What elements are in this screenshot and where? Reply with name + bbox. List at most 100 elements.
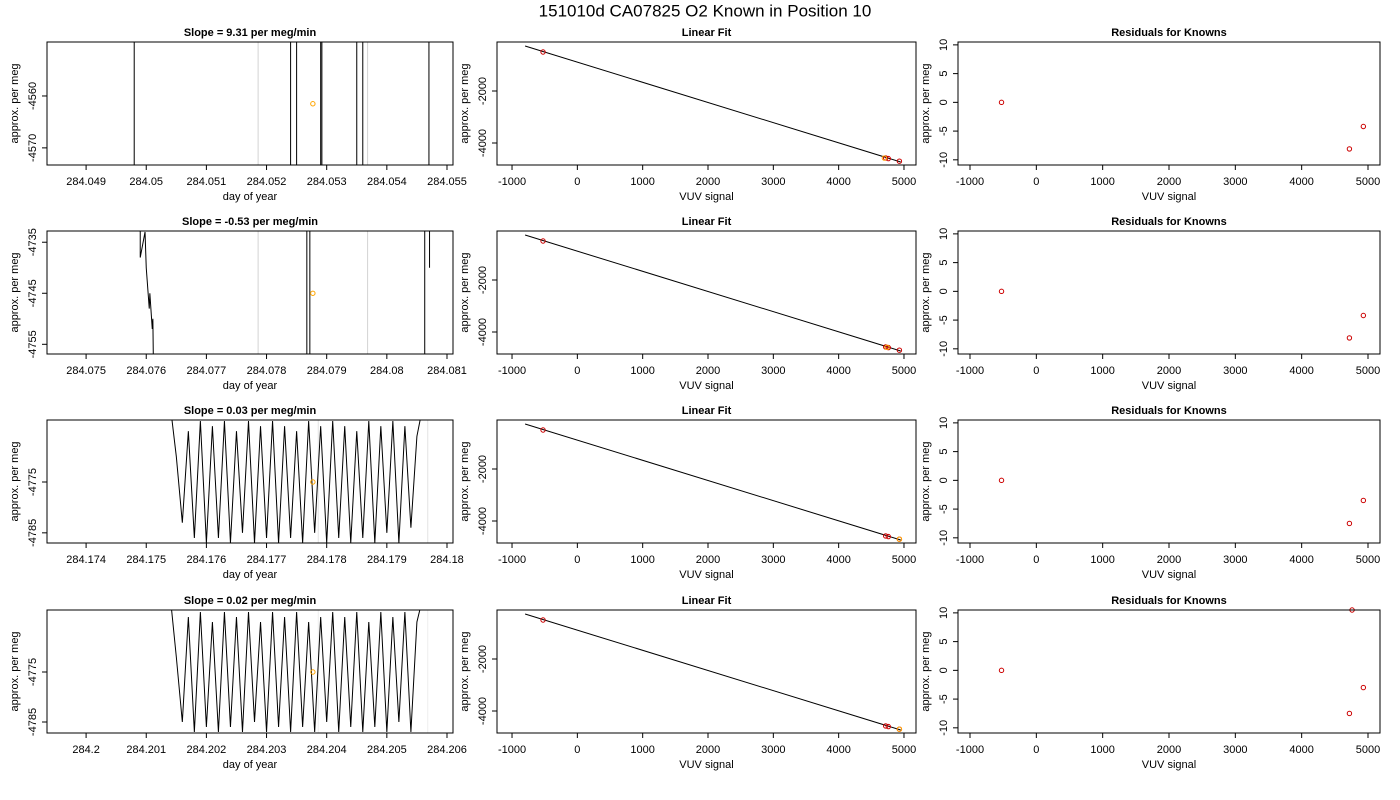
x-tick-label: 1000 xyxy=(630,176,654,188)
y-tick-label: -4785 xyxy=(27,708,39,736)
x-axis-label: VUV signal xyxy=(679,569,733,581)
x-tick-label: 284.206 xyxy=(427,744,467,756)
data-line xyxy=(139,231,431,354)
x-tick-label: 284.08 xyxy=(370,365,404,377)
y-tick-label: 0 xyxy=(938,667,950,673)
y-axis-label: approx. per meg xyxy=(459,441,471,521)
y-axis-label: approx. per meg xyxy=(9,63,21,143)
x-tick-label: 5000 xyxy=(1356,365,1380,377)
x-tick-label: 0 xyxy=(1033,176,1039,188)
x-tick-label: 3000 xyxy=(1223,365,1247,377)
panel-title: Residuals for Knowns xyxy=(1111,27,1227,39)
x-tick-label: 2000 xyxy=(696,176,720,188)
x-tick-label: 1000 xyxy=(630,365,654,377)
x-tick-label: 284.055 xyxy=(427,176,467,188)
x-tick-label: 1000 xyxy=(1090,554,1114,566)
y-tick-label: -4775 xyxy=(27,658,39,686)
data-point xyxy=(884,344,890,351)
x-tick-label: 284.049 xyxy=(66,176,106,188)
y-tick-label: -4745 xyxy=(27,279,39,307)
x-tick-label: 284.179 xyxy=(367,554,407,566)
x-tick-label: 284.18 xyxy=(430,554,464,566)
x-tick-label: 4000 xyxy=(1289,365,1313,377)
x-tick-label: -1000 xyxy=(956,365,984,377)
data-point xyxy=(1346,335,1353,341)
x-axis-label: VUV signal xyxy=(679,380,733,392)
x-tick-label: 4000 xyxy=(1289,554,1313,566)
y-tick-label: -10 xyxy=(938,152,950,168)
x-tick-label: 284.176 xyxy=(187,554,227,566)
x-tick-label: 1000 xyxy=(1090,176,1114,188)
y-tick-label: 10 xyxy=(938,39,950,51)
y-tick-label: -5 xyxy=(938,126,950,136)
data-line xyxy=(524,234,901,352)
y-tick-label: -2000 xyxy=(477,645,489,673)
x-tick-label: 284.075 xyxy=(66,365,106,377)
panel-title: Residuals for Knowns xyxy=(1111,216,1227,228)
x-tick-label: -1000 xyxy=(498,365,526,377)
data-point xyxy=(310,101,316,107)
x-tick-label: 2000 xyxy=(1157,176,1181,188)
x-tick-label: 3000 xyxy=(1223,554,1247,566)
y-tick-label: -2000 xyxy=(477,266,489,294)
x-tick-label: 5000 xyxy=(1356,176,1380,188)
data-point xyxy=(540,238,546,244)
data-point xyxy=(998,477,1005,484)
y-tick-label: 0 xyxy=(938,99,950,105)
x-tick-label: 3000 xyxy=(761,554,785,566)
x-tick-label: 5000 xyxy=(1356,744,1380,756)
x-tick-label: 284.054 xyxy=(367,176,407,188)
y-tick-label: -4000 xyxy=(477,318,489,346)
y-axis-label: approx. per meg xyxy=(9,631,21,711)
data-point xyxy=(1346,146,1353,152)
x-tick-label: 5000 xyxy=(892,176,916,188)
x-tick-label: 0 xyxy=(1033,365,1039,377)
y-tick-label: -5 xyxy=(938,315,950,325)
x-tick-label: 5000 xyxy=(1356,554,1380,566)
data-point xyxy=(896,347,903,353)
data-point xyxy=(1360,123,1367,130)
y-axis-label: approx. per meg xyxy=(9,252,21,332)
x-tick-label: 4000 xyxy=(1289,744,1313,756)
y-tick-label: 10 xyxy=(938,417,950,429)
data-point xyxy=(885,533,892,540)
panel-title: Linear Fit xyxy=(682,405,732,417)
data-point xyxy=(1360,497,1367,504)
plot-frame xyxy=(496,41,917,166)
y-axis-label: approx. per meg xyxy=(459,252,471,332)
x-tick-label: 284.205 xyxy=(367,744,407,756)
x-tick-label: 5000 xyxy=(892,365,916,377)
y-tick-label: -4775 xyxy=(27,468,39,496)
x-axis-label: VUV signal xyxy=(679,191,733,203)
data-line xyxy=(171,610,421,733)
panel-title: Slope = -0.53 per meg/min xyxy=(182,216,318,228)
y-tick-label: -4000 xyxy=(477,129,489,157)
x-tick-label: 284.201 xyxy=(126,744,166,756)
y-tick-label: -4000 xyxy=(477,697,489,725)
y-tick-label: -10 xyxy=(938,720,950,736)
x-tick-label: 284.202 xyxy=(187,744,227,756)
x-tick-label: 284.076 xyxy=(126,365,166,377)
x-tick-label: -1000 xyxy=(498,176,526,188)
plot-frame xyxy=(957,609,1381,734)
data-point xyxy=(1346,710,1353,717)
data-point xyxy=(1360,684,1367,691)
y-tick-label: -4735 xyxy=(27,228,39,256)
x-tick-label: 0 xyxy=(574,365,580,377)
x-tick-label: 284.078 xyxy=(247,365,287,377)
x-tick-label: 3000 xyxy=(1223,744,1247,756)
panel-title: Slope = 9.31 per meg/min xyxy=(184,27,317,39)
panel-title: Slope = 0.03 per meg/min xyxy=(184,405,317,417)
y-tick-label: 5 xyxy=(938,639,950,645)
x-tick-label: -1000 xyxy=(498,554,526,566)
plot-frame xyxy=(46,230,454,355)
x-tick-label: 3000 xyxy=(761,365,785,377)
plot-frame xyxy=(957,41,1381,166)
x-tick-label: 0 xyxy=(574,176,580,188)
x-tick-label: 284.177 xyxy=(247,554,287,566)
x-axis-label: day of year xyxy=(223,191,278,203)
plot-frame xyxy=(496,419,917,544)
y-tick-label: -5 xyxy=(938,694,950,704)
x-tick-label: 0 xyxy=(1033,744,1039,756)
y-tick-label: 5 xyxy=(938,449,950,455)
